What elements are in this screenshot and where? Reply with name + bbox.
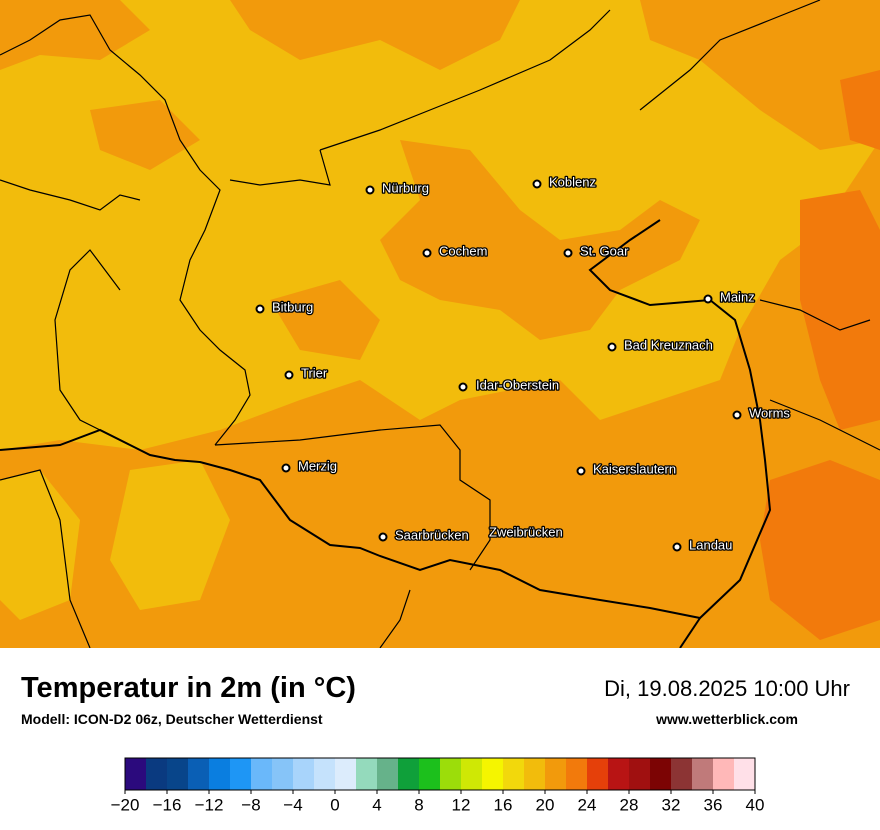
- date: Di, 19.08.2025 10:00 Uhr: [604, 676, 850, 701]
- city-label: St. Goar: [580, 243, 629, 258]
- colorbar-tick-label: −4: [283, 795, 302, 814]
- colorbar-cell: [230, 758, 252, 790]
- colorbar-cell: [293, 758, 315, 790]
- colorbar-cell: [251, 758, 273, 790]
- colorbar-cell: [314, 758, 336, 790]
- colorbar-tick-label: −8: [241, 795, 260, 814]
- warm-areas: [0, 0, 880, 648]
- city-dot: [365, 185, 375, 195]
- colorbar-cell: [713, 758, 735, 790]
- borders: [0, 0, 880, 648]
- hot-areas: [760, 70, 880, 640]
- city-dot: [563, 248, 573, 258]
- colorbar-cell: [545, 758, 567, 790]
- colorbar-cell: [440, 758, 462, 790]
- city-dot: [378, 532, 388, 542]
- colorbar-cell: [146, 758, 168, 790]
- colorbar-cell: [524, 758, 546, 790]
- city-dot: [281, 463, 291, 473]
- city-dot: [672, 542, 682, 552]
- city-label: Nürburg: [382, 180, 429, 195]
- colorbar-tick-label: 4: [372, 795, 381, 814]
- colorbar-frame: [124, 757, 756, 791]
- city-dot: [255, 304, 265, 314]
- city-dot: [607, 342, 617, 352]
- city-dot: [732, 410, 742, 420]
- city-label: Cochem: [439, 243, 487, 258]
- colorbar-tick-label: 28: [620, 795, 639, 814]
- colorbar-cell: [377, 758, 399, 790]
- colorbar-cell: [398, 758, 420, 790]
- title: Temperatur in 2m (in °C): [21, 672, 356, 704]
- colorbar-cell: [482, 758, 504, 790]
- colorbar-tick-label: 20: [536, 795, 555, 814]
- colorbar-tick-label: 40: [746, 795, 765, 814]
- colorbar-tick-label: 0: [330, 795, 339, 814]
- city-dot: [576, 466, 586, 476]
- colorbar-cell: [566, 758, 588, 790]
- colorbar-cell: [587, 758, 609, 790]
- colorbar-cell: [608, 758, 630, 790]
- colorbar-cell: [335, 758, 357, 790]
- colorbar-cell: [272, 758, 294, 790]
- colorbar-tick-label: −16: [153, 795, 182, 814]
- city-label: Kaiserslautern: [593, 461, 676, 476]
- colorbar-cell: [188, 758, 210, 790]
- colorbar-cell: [461, 758, 483, 790]
- colorbar-tick-label: −12: [195, 795, 224, 814]
- colorbar-cell: [650, 758, 672, 790]
- city-label: Zweibrücken: [489, 524, 563, 539]
- city-dot: [458, 382, 468, 392]
- colorbar: −20 −16 −12 −8 −4 0 4 8 12 16 20 24 28 32 36 40: [111, 757, 765, 814]
- city-label: Landau: [689, 537, 732, 552]
- colorbar-cell: [503, 758, 525, 790]
- city-label: Bad Kreuznach: [624, 337, 713, 352]
- colorbar-tick-label: 36: [704, 795, 723, 814]
- colorbar-cell: [125, 758, 147, 790]
- colorbar-tick-label: 32: [662, 795, 681, 814]
- cities: Nürburg Koblenz Cochem St. Goar Mainz Bi…: [255, 173, 792, 554]
- city-label: Idar-Oberstein: [476, 377, 559, 392]
- city-dot: [422, 248, 432, 258]
- city-label: Mainz: [720, 289, 755, 304]
- colorbar-cell: [629, 758, 651, 790]
- city-label: Worms: [749, 405, 790, 420]
- map: Nürburg Koblenz Cochem St. Goar Mainz Bi…: [0, 0, 880, 648]
- colorbar-tick-label: 8: [414, 795, 423, 814]
- city-label: Bitburg: [272, 299, 313, 314]
- colorbar-cell: [734, 758, 756, 790]
- subtitle: Modell: ICON-D2 06z, Deutscher Wetterdie…: [21, 711, 323, 727]
- colorbar-cell: [167, 758, 189, 790]
- colorbar-cell: [419, 758, 441, 790]
- city-label: Saarbrücken: [395, 527, 469, 542]
- city-label: Merzig: [298, 458, 337, 473]
- colorbar-tick-label: 12: [452, 795, 471, 814]
- colorbar-cell: [692, 758, 714, 790]
- website: www.wetterblick.com: [656, 711, 798, 727]
- colorbar-tick-label: −20: [111, 795, 140, 814]
- city-dot: [284, 370, 294, 380]
- colorbar-tick-label: 24: [578, 795, 597, 814]
- city-dot: [532, 179, 542, 189]
- colorbar-cell: [209, 758, 231, 790]
- city-label: Trier: [301, 365, 328, 380]
- colorbar-cell: [671, 758, 693, 790]
- colorbar-cell: [356, 758, 378, 790]
- city-label: Koblenz: [549, 174, 596, 189]
- colorbar-tick-label: 16: [494, 795, 513, 814]
- city-dot: [703, 294, 713, 304]
